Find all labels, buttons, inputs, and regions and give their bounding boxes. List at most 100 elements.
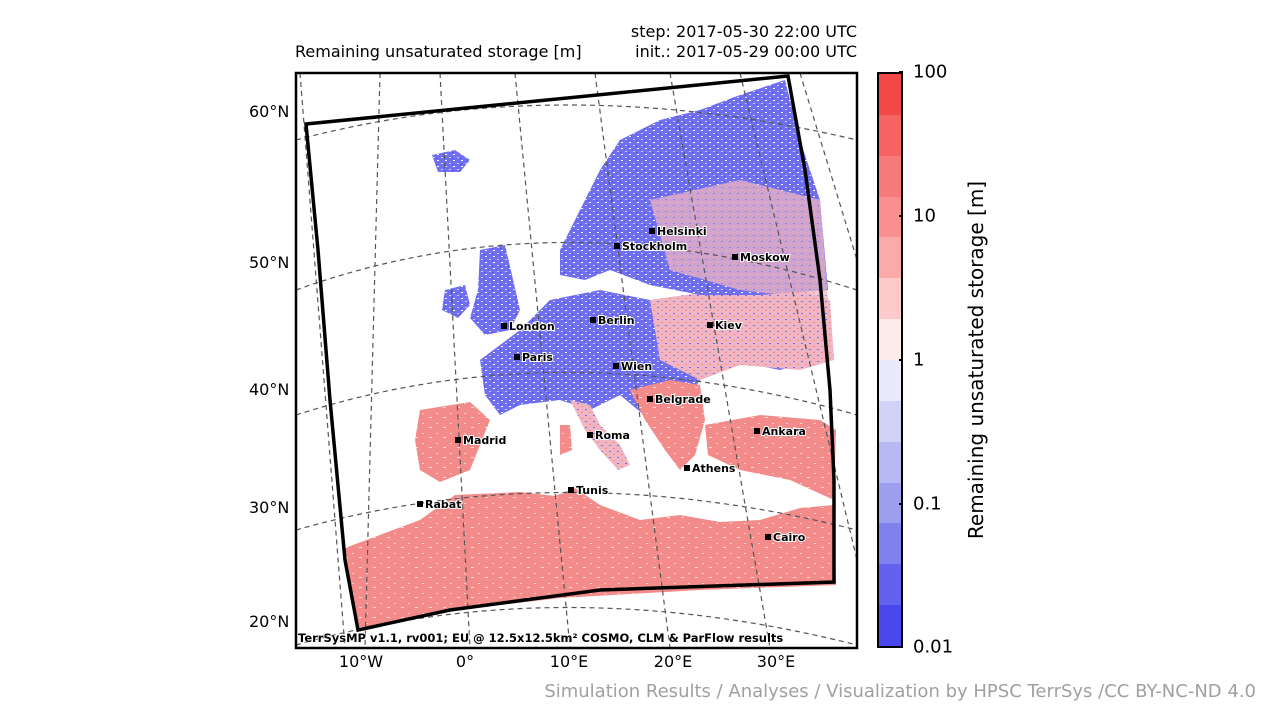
- city-label: Helsinki: [657, 225, 707, 238]
- colorbar-segment: [879, 564, 901, 606]
- colorbar-segment: [879, 523, 901, 565]
- city-marker: [587, 432, 593, 438]
- land-russia-band: [650, 180, 828, 300]
- city-label: Athens: [692, 462, 736, 475]
- colorbar-segment: [879, 441, 901, 483]
- city-label: Roma: [595, 429, 630, 442]
- city-label: Moskow: [740, 251, 790, 264]
- city-berlin: Berlin: [590, 313, 636, 328]
- colorbar-tick-0-1: 0.1: [913, 493, 942, 515]
- city-layer: Helsinki Stockholm Moskow London Berlin Kiev P…: [417, 224, 807, 545]
- map-title: Remaining unsaturated storage [m]: [295, 42, 582, 61]
- lat-label-30n: 30°N: [249, 498, 290, 517]
- land-eastern-europe: [650, 290, 834, 380]
- city-paris: Paris: [514, 350, 554, 365]
- colorbar-segment: [879, 319, 901, 361]
- city-label: Rabat: [425, 498, 461, 511]
- colorbar-segment: [879, 605, 901, 647]
- colorbar-label: Remaining unsaturated storage [m]: [964, 180, 988, 540]
- city-label: Cairo: [773, 531, 806, 544]
- lon-label-0: 0°: [455, 652, 475, 671]
- colorbar-segment: [879, 196, 901, 238]
- city-london: London: [501, 319, 556, 334]
- city-marker: [647, 396, 653, 402]
- colorbar: [877, 72, 903, 648]
- city-tunis: Tunis: [568, 483, 610, 498]
- colorbar-segment: [879, 482, 901, 524]
- colorbar-tick: [899, 71, 903, 73]
- city-marker: [614, 243, 620, 249]
- city-label: Stockholm: [622, 240, 687, 253]
- lat-label-40n: 40°N: [249, 380, 290, 399]
- city-roma: Roma: [587, 428, 631, 443]
- city-rabat: Rabat: [417, 497, 462, 512]
- land-north-africa: [345, 488, 836, 628]
- city-ankara: Ankara: [754, 424, 807, 439]
- colorbar-segment: [879, 400, 901, 442]
- city-helsinki: Helsinki: [649, 224, 708, 239]
- lon-label-10w: 10°W: [338, 652, 384, 671]
- land-iceland: [432, 150, 470, 172]
- init-time: init.: 2017-05-29 00:00 UTC: [635, 42, 857, 61]
- colorbar-segment: [879, 237, 901, 279]
- colorbar-segment: [879, 360, 901, 401]
- lon-label-10e: 10°E: [549, 652, 589, 671]
- city-marker: [590, 317, 596, 323]
- city-belgrade: Belgrade: [647, 392, 712, 407]
- lon-label-20e: 20°E: [653, 652, 693, 671]
- city-marker: [514, 354, 520, 360]
- land-iberia: [415, 402, 490, 482]
- city-marker: [765, 534, 771, 540]
- city-marker: [707, 322, 713, 328]
- city-marker: [684, 465, 690, 471]
- land-italy: [570, 400, 630, 470]
- colorbar-tick-1: 1: [913, 349, 925, 371]
- city-marker: [754, 428, 760, 434]
- city-label: Ankara: [762, 425, 806, 438]
- city-label: Kiev: [715, 319, 743, 332]
- city-athens: Athens: [684, 461, 737, 476]
- city-kiev: Kiev: [707, 318, 744, 333]
- colorbar-segment: [879, 114, 901, 156]
- colorbar-tick: [899, 359, 903, 361]
- lon-label-30e: 30°E: [756, 652, 796, 671]
- lat-label-20n: 20°N: [249, 612, 290, 631]
- city-label: London: [509, 320, 555, 333]
- model-domain-boundary: [304, 74, 836, 633]
- city-label: Tunis: [576, 484, 609, 497]
- land-sardinia: [560, 425, 572, 455]
- city-marker: [649, 228, 655, 234]
- colorbar-tick-100: 100: [913, 61, 948, 83]
- city-marker: [501, 323, 507, 329]
- city-label: Berlin: [598, 314, 635, 327]
- city-marker: [417, 501, 423, 507]
- map-area: [296, 73, 857, 648]
- city-marker: [613, 363, 619, 369]
- city-marker: [455, 437, 461, 443]
- city-wien: Wien: [613, 359, 653, 374]
- lat-label-50n: 50°N: [249, 253, 290, 272]
- colorbar-segment: [879, 155, 901, 197]
- land-balkans: [630, 380, 705, 470]
- city-madrid: Madrid: [455, 433, 507, 448]
- city-marker: [732, 254, 738, 260]
- city-cairo: Cairo: [765, 530, 807, 545]
- colorbar-tick: [899, 503, 903, 505]
- city-marker: [568, 487, 574, 493]
- land-great-britain: [470, 245, 520, 335]
- city-label: Belgrade: [655, 393, 711, 406]
- model-credit: TerrSysMP v1.1, rv001; EU @ 12.5x12.5km²…: [298, 631, 784, 645]
- city-moskow: Moskow: [732, 250, 791, 265]
- city-stockholm: Stockholm: [614, 239, 688, 254]
- land-anatolia: [705, 415, 836, 500]
- city-label: Paris: [522, 351, 553, 364]
- map-frame: [294, 71, 859, 650]
- sea-black: [715, 378, 800, 412]
- footer-attribution: Simulation Results / Analyses / Visualiz…: [544, 681, 1256, 702]
- colorbar-segment: [879, 74, 901, 115]
- colorbar-tick-0-01: 0.01: [913, 636, 954, 658]
- colorbar-tick: [899, 215, 903, 217]
- city-label: Wien: [621, 360, 652, 373]
- lat-label-60n: 60°N: [249, 102, 290, 121]
